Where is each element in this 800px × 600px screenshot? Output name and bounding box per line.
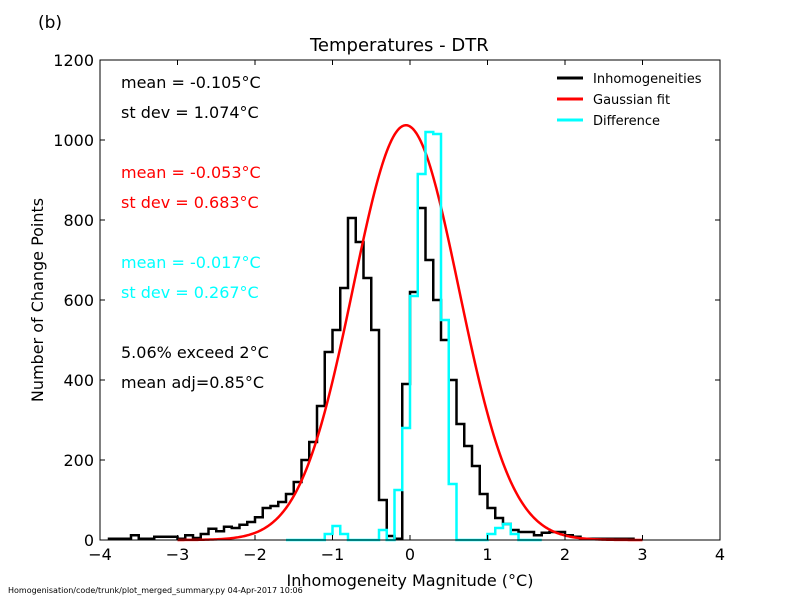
legend-label-inhomogeneities: Inhomogeneities [593,72,702,87]
legend-label-difference: Difference [593,114,660,129]
x-tick-label: −3 [166,545,190,564]
footer-source-text: Homogenisation/code/trunk/plot_merged_su… [8,586,303,595]
fit-stdev-annotation: st dev = 0.683°C [121,193,259,212]
y-tick-label: 1000 [53,131,94,150]
y-tick-label: 200 [63,451,94,470]
x-tick-label: 1 [482,545,492,564]
y-tick-label: 800 [63,211,94,230]
series-difference [286,130,542,542]
x-tick-label: 2 [560,545,570,564]
legend-label-gaussian-fit: Gaussian fit [593,93,670,108]
inhomogeneity-stdev-annotation: st dev = 1.074°C [121,103,259,122]
y-axis-label: Number of Change Points [28,198,47,402]
series-inhomogeneities [107,206,635,541]
inhomogeneity-mean-annotation: mean = -0.105°C [121,73,261,92]
difference-mean-annotation: mean = -0.017°C [121,253,261,272]
x-tick-label: −1 [321,545,345,564]
x-tick-label: 3 [637,545,647,564]
x-tick-label: −4 [88,545,112,564]
y-tick-label: 600 [63,291,94,310]
x-tick-label: −2 [243,545,267,564]
exceed-annotation: 5.06% exceed 2°C [121,343,269,362]
x-tick-label: 0 [405,545,415,564]
y-tick-label: 0 [84,531,94,550]
y-tick-label: 400 [63,371,94,390]
chart-title: Temperatures - DTR [310,35,489,56]
x-tick-label: 4 [715,545,725,564]
fit-mean-annotation: mean = -0.053°C [121,163,261,182]
y-tick-label: 1200 [53,51,94,70]
difference-stdev-annotation: st dev = 0.267°C [121,283,259,302]
x-axis-label: Inhomogeneity Magnitude (°C) [287,571,534,590]
panel-label: (b) [38,13,63,33]
mean-adjustment-annotation: mean adj=0.85°C [121,373,265,392]
